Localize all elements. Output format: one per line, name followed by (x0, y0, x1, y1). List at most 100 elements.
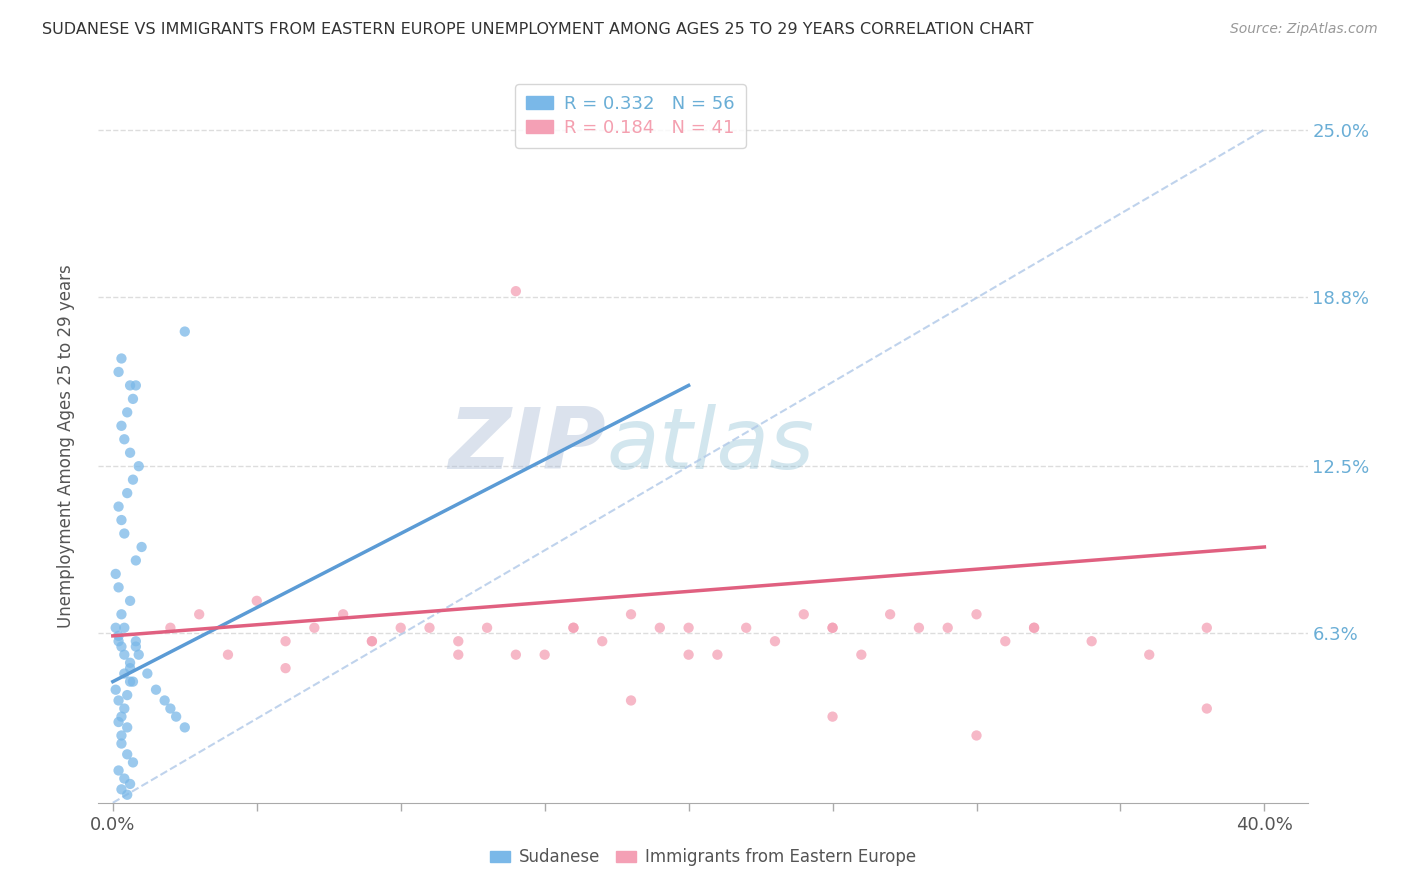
Point (125, 553, 148, 567)
Point (120, 661, 142, 675)
Point (793, 607, 815, 622)
Point (246, 594, 269, 608)
Point (110, 709, 132, 723)
Point (125, 634, 148, 648)
Point (110, 640, 132, 654)
Point (821, 621, 844, 635)
Text: Source: ZipAtlas.com: Source: ZipAtlas.com (1230, 22, 1378, 37)
Point (1022, 621, 1045, 635)
Point (120, 594, 142, 608)
Point (908, 621, 931, 635)
Point (107, 634, 129, 648)
Point (389, 621, 412, 635)
Legend: Sudanese, Immigrants from Eastern Europe: Sudanese, Immigrants from Eastern Europe (484, 842, 922, 873)
Point (1080, 634, 1102, 648)
Point (136, 666, 159, 681)
Point (128, 459, 150, 474)
Point (879, 607, 901, 622)
Point (112, 648, 135, 662)
Point (104, 621, 127, 635)
Point (332, 607, 354, 622)
Point (122, 674, 145, 689)
Point (122, 756, 145, 770)
Point (145, 682, 167, 697)
Point (418, 621, 440, 635)
Point (447, 648, 470, 662)
Point (110, 782, 132, 797)
Point (735, 621, 758, 635)
Point (120, 378, 142, 392)
Point (112, 432, 135, 446)
Point (110, 351, 132, 366)
Point (104, 682, 127, 697)
Point (447, 634, 470, 648)
Point (125, 640, 148, 654)
Point (678, 648, 700, 662)
Point (115, 788, 138, 802)
Point (112, 526, 135, 541)
Text: atlas: atlas (606, 404, 814, 488)
Point (107, 693, 129, 707)
Point (107, 500, 129, 514)
Point (533, 648, 555, 662)
Point (107, 580, 129, 594)
Point (122, 392, 145, 406)
Point (274, 634, 297, 648)
Point (361, 634, 384, 648)
Point (125, 378, 148, 392)
Point (159, 621, 181, 635)
Point (562, 621, 585, 635)
Point (620, 607, 643, 622)
Y-axis label: Unemployment Among Ages 25 to 29 years: Unemployment Among Ages 25 to 29 years (56, 264, 75, 628)
Point (1022, 621, 1045, 635)
Point (120, 674, 142, 689)
Point (112, 772, 135, 786)
Point (110, 729, 132, 743)
Point (475, 621, 498, 635)
Point (505, 284, 527, 298)
Point (104, 566, 127, 581)
Point (153, 693, 176, 707)
Point (620, 693, 643, 707)
Point (115, 405, 138, 419)
Point (821, 709, 844, 723)
Point (994, 634, 1017, 648)
Point (1195, 621, 1218, 635)
Point (966, 607, 988, 622)
Point (110, 418, 132, 433)
Point (107, 629, 129, 643)
Point (173, 325, 195, 339)
Point (115, 688, 138, 702)
Point (361, 634, 384, 648)
Point (128, 648, 150, 662)
Point (120, 777, 142, 791)
Point (188, 607, 211, 622)
Point (165, 709, 187, 723)
Point (115, 720, 138, 734)
Point (131, 540, 153, 554)
Point (110, 513, 132, 527)
Point (173, 720, 195, 734)
Point (763, 634, 786, 648)
Point (110, 607, 132, 622)
Point (122, 473, 145, 487)
Point (1137, 648, 1160, 662)
Point (115, 747, 138, 762)
Point (591, 634, 613, 648)
Text: ZIP: ZIP (449, 404, 606, 488)
Point (274, 661, 297, 675)
Point (1195, 701, 1218, 715)
Point (107, 365, 129, 379)
Point (936, 621, 959, 635)
Point (706, 648, 728, 662)
Point (110, 737, 132, 751)
Point (159, 701, 181, 715)
Point (107, 764, 129, 778)
Point (112, 621, 135, 635)
Point (112, 666, 135, 681)
Point (112, 701, 135, 715)
Point (107, 714, 129, 729)
Point (120, 446, 142, 460)
Point (821, 621, 844, 635)
Point (648, 621, 671, 635)
